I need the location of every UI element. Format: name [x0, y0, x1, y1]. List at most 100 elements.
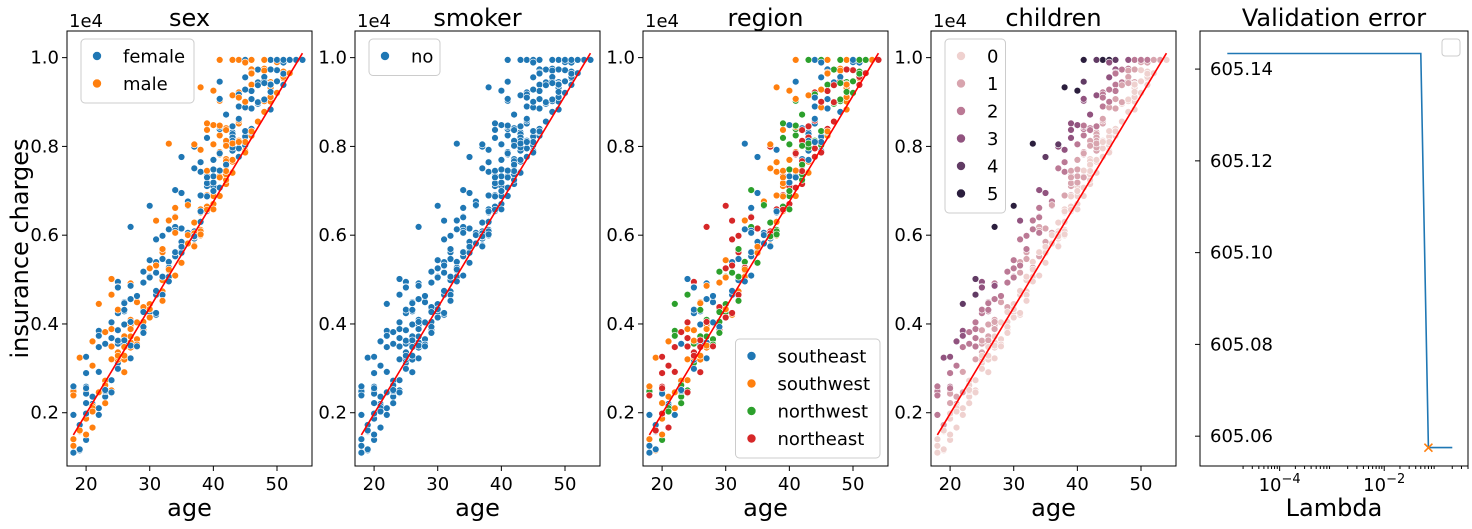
scatter-point — [683, 275, 692, 283]
scatter-point — [990, 318, 999, 326]
scatter-point — [254, 98, 262, 106]
scatter-point — [171, 186, 179, 194]
scatter-point — [389, 340, 397, 348]
scatter-point — [266, 65, 275, 74]
y-tick-label: 0.8 — [894, 136, 923, 157]
scatter-point — [1016, 217, 1024, 225]
y-tick-label: 0.6 — [318, 225, 347, 246]
regression-line — [72, 52, 304, 436]
scatter-point — [203, 173, 211, 182]
scatter-point — [69, 435, 78, 443]
legend-label: 4 — [987, 157, 998, 178]
scatter-point — [785, 205, 794, 214]
scatter-point — [772, 191, 781, 200]
scatter-point — [702, 282, 711, 290]
scatter-point — [683, 318, 692, 326]
chart-title: children — [1005, 4, 1101, 32]
scatter-point — [664, 423, 673, 432]
scatter-point — [434, 256, 442, 264]
scatter-point — [817, 58, 825, 67]
scatter-point — [260, 79, 268, 87]
scatter-point — [126, 295, 135, 303]
scatter-point — [408, 320, 416, 329]
scatter-point — [177, 259, 186, 267]
scatter-point — [1073, 121, 1082, 129]
scatter-point — [861, 56, 870, 64]
scatter-point — [196, 191, 205, 200]
scatter-point — [1073, 178, 1082, 187]
scatter-point — [370, 399, 378, 407]
scatter-point — [721, 202, 730, 210]
scatter-point — [235, 138, 243, 146]
scatter-point — [266, 88, 275, 96]
scatter-point — [658, 384, 666, 392]
legend-marker — [746, 433, 757, 444]
scatter-point — [196, 146, 205, 154]
legend-box — [368, 38, 441, 76]
scatter-point — [414, 325, 423, 333]
scatter-point — [491, 126, 499, 134]
legend-box — [735, 338, 881, 459]
scatter-point — [510, 110, 518, 119]
scatter-point — [715, 329, 724, 337]
scatter-point — [216, 149, 224, 158]
legend-label: southeast — [778, 347, 867, 368]
scatter-point — [216, 131, 224, 140]
scatter-point — [1130, 56, 1139, 64]
scatter-point — [1143, 69, 1152, 78]
scatter-point — [1067, 119, 1075, 128]
scatter-point — [510, 161, 518, 169]
scatter-point — [971, 291, 980, 299]
scatter-point — [107, 355, 116, 363]
scatter-point — [785, 178, 794, 187]
scatter-point — [529, 127, 537, 135]
scatter-point — [791, 149, 800, 158]
y-tick-label: 0.6 — [894, 225, 923, 246]
scatter-point — [734, 255, 743, 263]
scatter-point — [247, 87, 256, 95]
scatter-point — [997, 342, 1005, 350]
legend-label: southwest — [778, 374, 871, 395]
legend-box-empty — [1441, 38, 1461, 57]
scatter-point — [1041, 259, 1050, 267]
scatter-point — [107, 325, 116, 333]
scatter-point — [1092, 91, 1101, 100]
scatter-point — [791, 121, 800, 130]
scatter-point — [1009, 273, 1018, 282]
scatter-point — [440, 309, 448, 317]
scatter-point — [1092, 139, 1101, 148]
scatter-point — [1054, 164, 1063, 173]
scatter-point — [1073, 165, 1082, 174]
scatter-point — [446, 232, 455, 240]
scatter-point — [677, 399, 685, 407]
scatter-point — [472, 201, 480, 209]
scatter-point — [497, 140, 506, 149]
legend-label: 3 — [987, 129, 998, 150]
y-offset-text: 1e4 — [933, 11, 967, 32]
scatter-point — [491, 119, 499, 128]
scatter-point — [228, 156, 237, 164]
scatter-point — [1099, 93, 1107, 102]
scatter-point — [1022, 255, 1031, 263]
scatter-point — [683, 325, 692, 333]
scatter-point — [1130, 80, 1139, 89]
scatter-point — [402, 337, 410, 345]
scatter-point — [1086, 126, 1094, 134]
scatter-point — [82, 430, 90, 439]
y-tick-label: 0.2 — [30, 403, 59, 424]
scatter-point — [554, 80, 563, 89]
scatter-point — [779, 192, 787, 201]
scatter-point — [209, 165, 218, 174]
scatter-point — [1035, 213, 1043, 222]
legend: no — [368, 38, 441, 76]
scatter-point — [82, 369, 90, 377]
legend-marker — [92, 78, 102, 89]
scatter-point — [766, 164, 774, 173]
scatter-point — [709, 292, 717, 300]
scatter-point — [971, 275, 980, 283]
scatter-point — [209, 156, 218, 164]
scatter-point — [370, 430, 378, 439]
scatter-point — [459, 213, 467, 222]
scatter-point — [785, 86, 794, 95]
legend-label: 2 — [987, 102, 998, 123]
